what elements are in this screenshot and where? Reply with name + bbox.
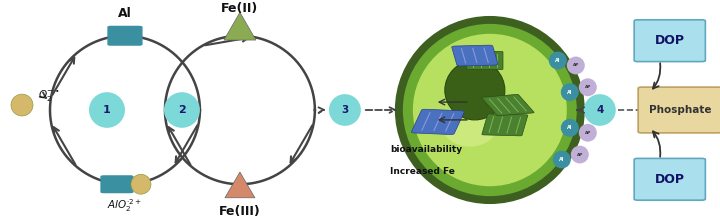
Polygon shape (224, 12, 256, 40)
Text: 2: 2 (178, 105, 186, 115)
Text: $AlO_2^{\cdot 2+}$: $AlO_2^{\cdot 2+}$ (107, 198, 143, 214)
Ellipse shape (584, 94, 616, 126)
Text: Al: Al (567, 125, 572, 130)
Ellipse shape (549, 52, 567, 70)
Ellipse shape (579, 78, 597, 96)
Ellipse shape (164, 92, 200, 128)
FancyBboxPatch shape (467, 51, 503, 70)
Text: AP: AP (572, 63, 579, 68)
FancyBboxPatch shape (411, 109, 464, 134)
Text: $O_2^{-\bullet}$: $O_2^{-\bullet}$ (38, 88, 60, 103)
FancyBboxPatch shape (107, 26, 143, 46)
FancyBboxPatch shape (100, 175, 133, 193)
Text: bioavailability: bioavailability (390, 145, 462, 154)
Text: Increased Fe: Increased Fe (390, 167, 455, 176)
FancyBboxPatch shape (451, 45, 498, 66)
Ellipse shape (561, 83, 579, 101)
Text: 1: 1 (103, 105, 111, 115)
FancyBboxPatch shape (482, 94, 534, 116)
Text: AP: AP (577, 152, 583, 157)
Text: AP: AP (585, 131, 591, 135)
FancyBboxPatch shape (634, 158, 706, 200)
FancyBboxPatch shape (634, 20, 706, 62)
Polygon shape (225, 172, 255, 198)
FancyBboxPatch shape (638, 87, 720, 133)
Ellipse shape (11, 94, 33, 116)
Ellipse shape (445, 61, 505, 120)
Ellipse shape (329, 94, 361, 126)
Ellipse shape (395, 16, 585, 204)
Text: Al: Al (559, 157, 564, 162)
Text: DOP: DOP (654, 34, 685, 47)
Ellipse shape (403, 24, 577, 196)
Text: DOP: DOP (654, 173, 685, 186)
Ellipse shape (553, 150, 571, 168)
Text: Fe(III): Fe(III) (219, 205, 261, 218)
Text: Fe(II): Fe(II) (221, 2, 258, 15)
Text: Phosphate: Phosphate (649, 105, 711, 115)
Ellipse shape (567, 57, 585, 74)
Ellipse shape (131, 174, 151, 194)
Text: 3: 3 (341, 105, 348, 115)
Ellipse shape (442, 103, 498, 147)
Text: Al: Al (555, 58, 560, 63)
Text: Al: Al (567, 90, 572, 95)
Text: Al: Al (118, 7, 132, 20)
Ellipse shape (579, 124, 597, 142)
Text: AP: AP (585, 85, 591, 89)
Ellipse shape (413, 34, 567, 186)
Text: 4: 4 (596, 105, 603, 115)
Ellipse shape (561, 119, 579, 137)
FancyBboxPatch shape (482, 114, 528, 136)
Ellipse shape (571, 146, 589, 163)
Ellipse shape (89, 92, 125, 128)
